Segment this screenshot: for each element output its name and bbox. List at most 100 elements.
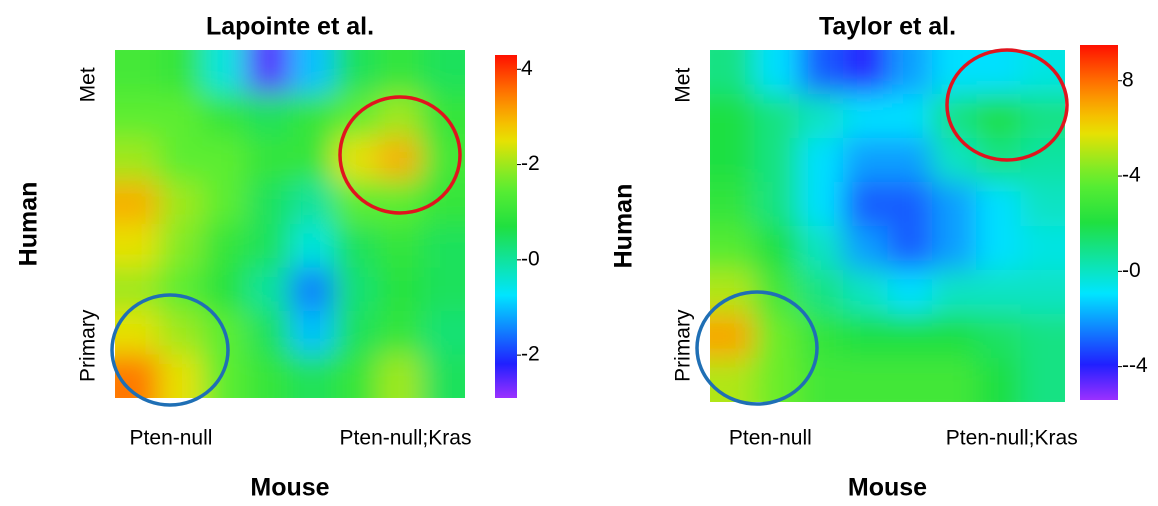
- highlight-circle: [945, 48, 1069, 162]
- heat-cell: [333, 224, 378, 268]
- heat-cell: [377, 224, 422, 268]
- heat-cell: [887, 182, 933, 227]
- x-axis-title: Mouse: [250, 474, 329, 502]
- x-category: Pten-null: [130, 427, 213, 450]
- heat-cell: [1020, 226, 1065, 271]
- heat-cell: [798, 182, 844, 227]
- heat-cell: [710, 50, 755, 95]
- highlight-circle: [110, 293, 230, 407]
- heat-cell: [377, 93, 422, 138]
- heat-cell: [843, 94, 888, 139]
- heat-cell: [1020, 50, 1065, 95]
- heat-cell: [158, 267, 203, 312]
- heat-cell: [976, 270, 1022, 315]
- heat-cell: [754, 138, 800, 183]
- heat-cell: [976, 50, 1022, 95]
- heatmap-cells: [115, 50, 465, 398]
- highlight-circle: [338, 95, 462, 215]
- heat-cell: [1020, 138, 1065, 183]
- heat-cell: [887, 270, 933, 315]
- heat-cell: [158, 311, 203, 355]
- heat-cell: [887, 50, 933, 95]
- y-axis-title: Human: [15, 182, 43, 267]
- heat-cell: [798, 358, 844, 402]
- heat-cell: [377, 137, 422, 181]
- chart-title: Taylor et al.: [819, 13, 956, 41]
- heat-cell: [377, 267, 422, 312]
- heat-cell: [246, 224, 291, 268]
- heat-cell: [115, 354, 160, 398]
- heat-cell: [931, 226, 977, 271]
- heat-cell: [290, 224, 335, 268]
- heat-cell: [290, 354, 335, 398]
- heat-cell: [843, 50, 888, 95]
- heat-cell: [1020, 94, 1065, 139]
- heat-cell: [115, 93, 160, 138]
- heat-cell: [754, 226, 800, 271]
- heat-cell: [976, 226, 1022, 271]
- heat-cell: [1020, 358, 1065, 402]
- heat-cell: [798, 138, 844, 183]
- heat-cell: [115, 137, 160, 181]
- heat-cell: [246, 50, 291, 94]
- heat-cell: [931, 270, 977, 315]
- heat-cell: [333, 267, 378, 312]
- heat-cell: [290, 267, 335, 312]
- heat-cell: [976, 94, 1022, 139]
- heat-cell: [158, 93, 203, 138]
- colorbar-tick-label: -4: [1122, 164, 1141, 187]
- heat-cell: [115, 267, 160, 312]
- heat-cell: [710, 358, 755, 402]
- heatmap-cells: [710, 50, 1065, 402]
- heat-cell: [1020, 314, 1065, 359]
- y-axis-title: Human: [610, 184, 638, 269]
- heat-cell: [843, 270, 888, 315]
- heat-cell: [421, 267, 465, 312]
- heat-cell: [115, 224, 160, 268]
- x-category: Pten-null;Kras: [340, 427, 472, 450]
- heat-cell: [754, 314, 800, 359]
- heat-cell: [202, 93, 247, 138]
- heat-cell: [843, 358, 888, 402]
- heat-cell: [246, 93, 291, 138]
- heat-cell: [246, 180, 291, 225]
- heat-cell: [290, 50, 335, 94]
- heat-cell: [798, 270, 844, 315]
- chart-title: Lapointe et al.: [206, 13, 374, 41]
- heat-cell: [843, 226, 888, 271]
- heat-cell: [421, 311, 465, 355]
- heat-cell: [202, 267, 247, 312]
- heat-cell: [887, 226, 933, 271]
- heat-cell: [754, 94, 800, 139]
- heat-cell: [754, 182, 800, 227]
- colorbar-tick-label: --4: [1122, 354, 1148, 377]
- heat-cell: [290, 93, 335, 138]
- y-category: Primary: [77, 309, 100, 382]
- heat-cell: [202, 180, 247, 225]
- heat-cell: [1020, 182, 1065, 227]
- heat-cell: [421, 354, 465, 398]
- heat-cell: [377, 180, 422, 225]
- colorbar: [1080, 45, 1118, 400]
- heat-cell: [158, 180, 203, 225]
- heat-cell: [710, 94, 755, 139]
- heat-cell: [843, 314, 888, 359]
- heat-cell: [115, 50, 160, 94]
- x-category: Pten-null: [729, 427, 812, 450]
- heat-cell: [158, 137, 203, 181]
- heat-cell: [158, 224, 203, 268]
- heat-cell: [202, 50, 247, 94]
- heat-cell: [377, 50, 422, 94]
- heat-cell: [246, 267, 291, 312]
- heat-cell: [202, 224, 247, 268]
- heat-cell: [421, 50, 465, 94]
- colorbar-tick-label: 4: [521, 57, 533, 80]
- heat-cell: [931, 182, 977, 227]
- heat-cell: [290, 137, 335, 181]
- heat-cell: [421, 180, 465, 225]
- heat-cell: [710, 226, 755, 271]
- heatmap: [710, 50, 1065, 402]
- heat-cell: [246, 311, 291, 355]
- heatmap: [115, 50, 465, 398]
- heat-cell: [887, 314, 933, 359]
